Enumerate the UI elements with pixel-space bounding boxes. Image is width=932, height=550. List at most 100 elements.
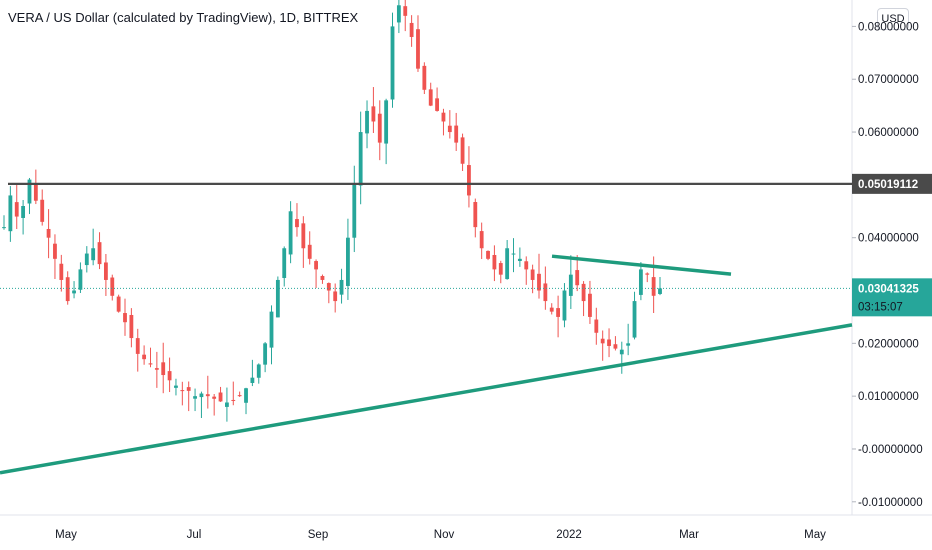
current-price-label: 0.03041325	[858, 283, 919, 295]
level-price-label: 0.05019112	[858, 179, 918, 191]
candle-body	[479, 231, 484, 249]
candle-body	[549, 307, 554, 312]
candle-body	[428, 89, 433, 106]
candle-body	[2, 227, 6, 229]
candle-body	[212, 396, 217, 399]
candle-body	[154, 368, 159, 370]
y-tick-label: 0.08000000	[858, 21, 919, 33]
candle-body	[123, 313, 127, 323]
candle-body	[167, 371, 172, 381]
x-tick-label: May	[804, 529, 826, 541]
x-tick-label: May	[55, 529, 77, 541]
x-tick-label: 2022	[556, 529, 582, 541]
candle-body	[352, 184, 357, 238]
x-tick-label: Mar	[679, 529, 699, 541]
current-price-tag	[852, 278, 932, 317]
candle-body	[454, 125, 459, 143]
y-tick-label: 0.01000000	[858, 391, 919, 403]
candle-body	[619, 349, 624, 355]
candle-body	[562, 290, 567, 321]
level-price-tag	[852, 173, 932, 194]
candle-body	[467, 165, 471, 196]
candle-body	[269, 311, 274, 348]
candle-body	[588, 293, 592, 317]
candle-body	[409, 22, 414, 37]
candle-body	[371, 106, 376, 122]
candle-body	[282, 248, 287, 278]
candle-body	[84, 253, 89, 266]
candle-body	[651, 277, 656, 296]
candle-body	[658, 288, 662, 294]
candle-body	[326, 283, 331, 291]
candle-body	[626, 343, 631, 346]
candle-body	[492, 254, 497, 270]
candle-body	[613, 344, 618, 349]
candle-body	[403, 6, 408, 16]
candle-body	[416, 29, 420, 69]
candle-body	[333, 291, 338, 302]
candle-body	[556, 308, 561, 317]
candle-body	[320, 275, 325, 280]
candle-body	[460, 137, 465, 164]
candle-body	[161, 362, 166, 376]
candle-body	[78, 269, 83, 290]
candle-body	[435, 98, 439, 111]
descending-resistance-trendline[interactable]	[551, 254, 732, 276]
x-tick-label: Nov	[434, 529, 455, 541]
candle-body	[180, 390, 185, 392]
candle-body	[256, 364, 261, 378]
chart-title: VERA / US Dollar (calculated by TradingV…	[8, 10, 359, 25]
candle-body	[607, 339, 611, 346]
candle-body	[244, 388, 248, 403]
candle-body	[396, 5, 401, 23]
candle-body	[600, 338, 605, 344]
candle-body	[142, 354, 147, 360]
rising-support-trendline[interactable]	[0, 323, 853, 475]
candle-body	[33, 183, 38, 201]
candle-body	[307, 244, 312, 259]
y-tick-label: 0.04000000	[858, 233, 919, 245]
candle-body	[225, 402, 229, 407]
candle-body	[530, 269, 535, 280]
candle-body	[110, 277, 115, 296]
candle-body	[237, 395, 242, 397]
candle-body	[186, 387, 191, 391]
x-tick-label: Jul	[187, 529, 202, 541]
candle-body	[193, 396, 197, 399]
candle-body	[384, 100, 389, 144]
candle-body	[486, 250, 490, 259]
y-tick-label: 0.02000000	[858, 338, 919, 350]
candle-body	[275, 279, 280, 318]
candle-body	[27, 179, 32, 204]
candle-body	[199, 393, 204, 398]
y-tick-label: -0.00000000	[858, 444, 923, 456]
candle-body	[59, 263, 64, 280]
candle-body	[537, 273, 541, 291]
candle-body	[594, 319, 599, 333]
candle-body	[91, 248, 96, 261]
candle-body	[498, 263, 503, 275]
candle-body	[65, 277, 70, 302]
candle-body	[632, 301, 637, 338]
candle-body	[339, 279, 344, 295]
candle-body	[53, 243, 57, 259]
candle-body	[103, 262, 108, 280]
candle-body	[129, 314, 134, 339]
candle-body	[314, 261, 318, 270]
currency-button[interactable]: USD	[877, 8, 909, 30]
candle-body	[581, 283, 586, 302]
candle-body	[473, 202, 478, 228]
candle-body	[116, 296, 121, 312]
candle-body	[250, 377, 255, 383]
candle-body	[8, 195, 13, 232]
candle-body	[638, 269, 643, 295]
candle-body	[231, 399, 236, 401]
candle-body	[517, 258, 522, 262]
candle-body	[422, 65, 427, 90]
candle-body	[263, 343, 268, 365]
bar-countdown-label: 03:15:07	[858, 301, 903, 313]
candle-body	[441, 112, 446, 122]
candle-body	[72, 290, 76, 294]
candle-body	[524, 261, 529, 270]
